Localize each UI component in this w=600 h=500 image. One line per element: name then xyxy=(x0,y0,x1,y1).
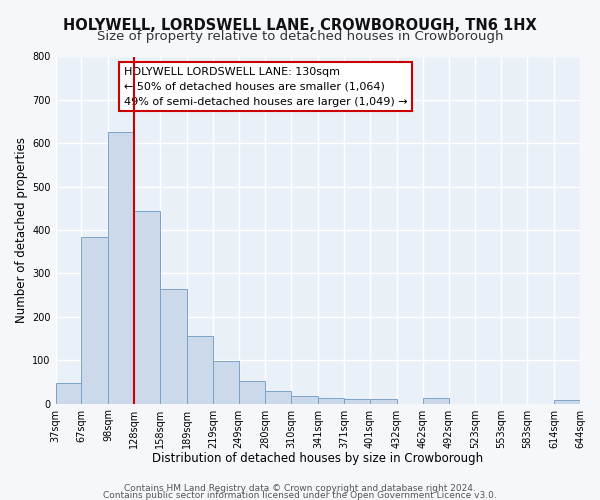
Bar xyxy=(423,398,449,404)
Y-axis label: Number of detached properties: Number of detached properties xyxy=(15,137,28,323)
Bar xyxy=(134,210,160,404)
Bar xyxy=(318,398,344,404)
Bar xyxy=(292,396,318,404)
Bar xyxy=(56,383,82,404)
Text: Contains HM Land Registry data © Crown copyright and database right 2024.: Contains HM Land Registry data © Crown c… xyxy=(124,484,476,493)
Bar xyxy=(239,381,265,404)
Bar xyxy=(370,400,397,404)
Bar xyxy=(344,400,370,404)
Bar xyxy=(265,390,292,404)
Bar xyxy=(82,236,108,404)
Text: Size of property relative to detached houses in Crowborough: Size of property relative to detached ho… xyxy=(97,30,503,43)
Bar xyxy=(108,132,134,404)
Text: HOLYWELL, LORDSWELL LANE, CROWBOROUGH, TN6 1HX: HOLYWELL, LORDSWELL LANE, CROWBOROUGH, T… xyxy=(63,18,537,32)
Bar xyxy=(554,400,580,404)
Bar xyxy=(160,288,187,404)
Text: HOLYWELL LORDSWELL LANE: 130sqm
← 50% of detached houses are smaller (1,064)
49%: HOLYWELL LORDSWELL LANE: 130sqm ← 50% of… xyxy=(124,67,407,106)
Text: Contains public sector information licensed under the Open Government Licence v3: Contains public sector information licen… xyxy=(103,491,497,500)
Bar xyxy=(187,336,213,404)
X-axis label: Distribution of detached houses by size in Crowborough: Distribution of detached houses by size … xyxy=(152,452,484,465)
Bar xyxy=(213,361,239,404)
